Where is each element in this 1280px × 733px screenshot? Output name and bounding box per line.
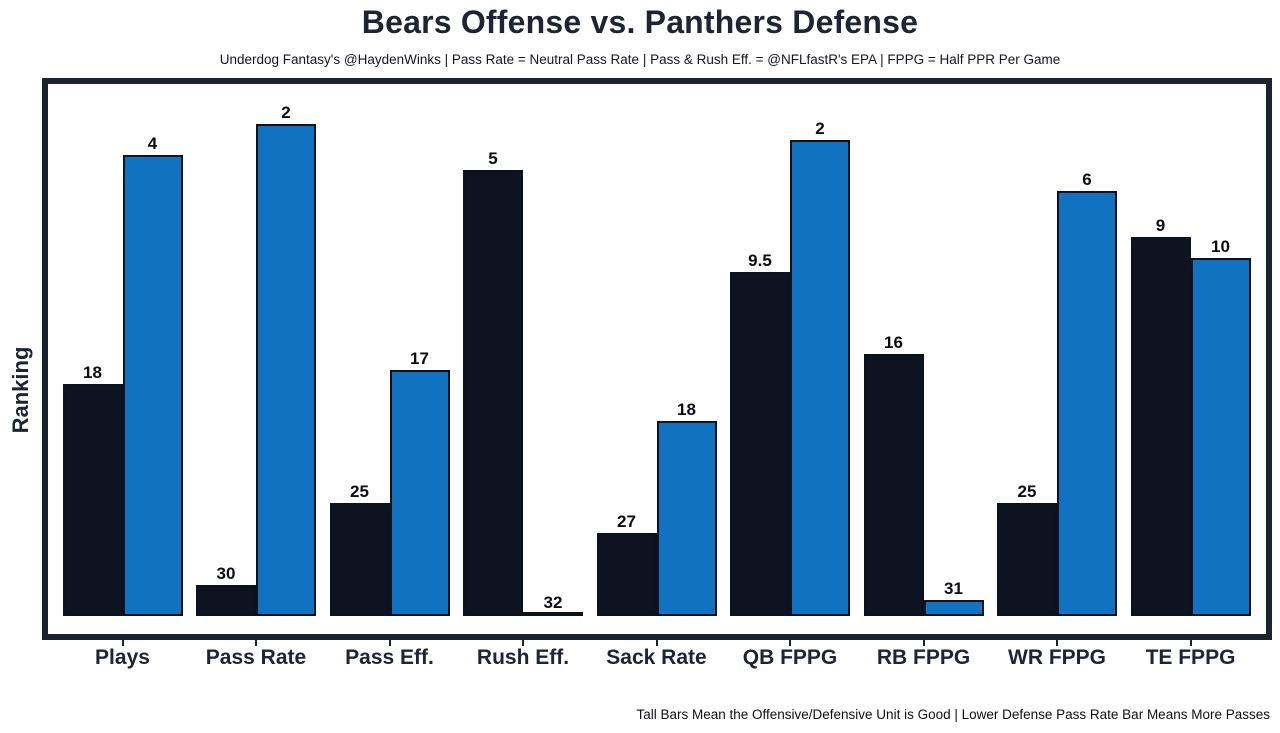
chart-title: Bears Offense vs. Panthers Defense <box>361 4 919 40</box>
bar-value-label-bears-offense-pass-eff: 25 <box>350 482 369 501</box>
bar-value-label-panthers-defense-te-fppg: 10 <box>1211 237 1230 256</box>
bar-bears-offense-plays <box>62 384 123 616</box>
bar-value-label-panthers-defense-wr-fppg: 6 <box>1082 170 1092 189</box>
bar-bears-offense-pass-rate <box>196 585 256 616</box>
plot-area: 18 4 30 2 25 17 5 32 27 18 9.5 2 16 31 25 6 9 10 <box>48 84 1266 634</box>
x-tick-qb-fppg <box>789 640 791 646</box>
x-category-label-wr-fppg: WR FPPG <box>1008 646 1106 669</box>
bar-value-label-panthers-defense-qb-fppg: 2 <box>815 119 825 138</box>
x-tick-pass-eff <box>388 640 391 646</box>
bar-bears-offense-qb-fppg <box>730 272 790 616</box>
x-tick-rush-eff <box>522 640 524 646</box>
footnote: Tall Bars Mean the Offensive/Defensive U… <box>636 707 1270 722</box>
x-tick-wr-fppg <box>1056 640 1058 646</box>
x-category-label-pass-eff: Pass Eff. <box>345 646 434 669</box>
bar-panthers-defense-qb-fppg <box>790 140 850 616</box>
x-category-label-rb-fppg: RB FPPG <box>876 646 971 669</box>
chart-subtitle: Underdog Fantasy's @HaydenWinks | Pass R… <box>219 52 1061 67</box>
x-tick-rb-fppg <box>922 640 925 646</box>
bar-bears-offense-sack-rate <box>596 533 657 616</box>
bar-value-label-bears-offense-pass-rate: 30 <box>216 564 236 583</box>
bar-panthers-defense-plays <box>122 155 183 616</box>
bar-panthers-defense-wr-fppg <box>1057 191 1117 616</box>
bar-value-label-bears-offense-plays: 18 <box>83 363 102 382</box>
bar-value-label-bears-offense-wr-fppg: 25 <box>1017 482 1037 501</box>
bar-value-label-bears-offense-sack-rate: 27 <box>617 512 636 531</box>
bar-value-label-panthers-defense-pass-eff: 17 <box>410 349 429 368</box>
x-tick-plays <box>121 640 124 646</box>
x-category-label-te-fppg: TE FPPG <box>1145 646 1236 669</box>
bar-value-label-panthers-defense-sack-rate: 18 <box>677 400 696 419</box>
bar-value-label-panthers-defense-plays: 4 <box>147 134 158 153</box>
bar-value-label-panthers-defense-rush-eff: 32 <box>543 593 563 612</box>
bar-bears-offense-rush-eff <box>463 170 523 616</box>
x-category-label-sack-rate: Sack Rate <box>606 646 707 669</box>
x-category-label-qb-fppg: QB FPPG <box>742 646 838 669</box>
bar-panthers-defense-pass-eff <box>389 370 450 616</box>
bar-panthers-defense-te-fppg <box>1190 258 1251 616</box>
bar-value-label-bears-offense-qb-fppg: 9.5 <box>748 251 772 270</box>
bar-value-label-bears-offense-rush-eff: 5 <box>488 149 498 168</box>
x-tick-pass-rate <box>255 640 257 646</box>
bar-value-label-bears-offense-te-fppg: 9 <box>1155 216 1166 235</box>
bar-panthers-defense-pass-rate <box>256 124 316 616</box>
bar-panthers-defense-rb-fppg <box>923 600 984 616</box>
x-tick-te-fppg <box>1189 640 1192 646</box>
x-tick-sack-rate <box>655 640 658 646</box>
bar-panthers-defense-sack-rate <box>656 421 717 616</box>
bar-bears-offense-wr-fppg <box>997 503 1057 616</box>
bar-value-label-panthers-defense-rb-fppg: 31 <box>944 579 963 598</box>
x-category-label-pass-rate: Pass Rate <box>205 646 307 669</box>
plot-frame: 18 4 30 2 25 17 5 32 27 18 9.5 2 16 31 25 6 9 10 <box>42 78 1272 640</box>
x-category-label-rush-eff: Rush Eff. <box>476 646 570 669</box>
y-axis-label: Ranking <box>8 346 33 434</box>
bar-panthers-defense-rush-eff <box>523 612 583 616</box>
bar-bears-offense-rb-fppg <box>863 354 924 616</box>
bar-value-label-bears-offense-rb-fppg: 16 <box>884 333 903 352</box>
bar-bears-offense-te-fppg <box>1130 237 1191 616</box>
x-category-label-plays: Plays <box>95 646 150 669</box>
bar-value-label-panthers-defense-pass-rate: 2 <box>281 103 291 122</box>
bar-bears-offense-pass-eff <box>329 503 390 616</box>
